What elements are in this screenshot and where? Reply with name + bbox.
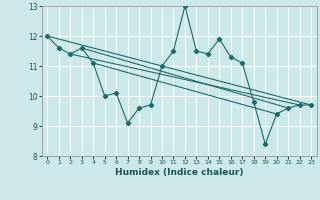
X-axis label: Humidex (Indice chaleur): Humidex (Indice chaleur) xyxy=(115,168,244,177)
